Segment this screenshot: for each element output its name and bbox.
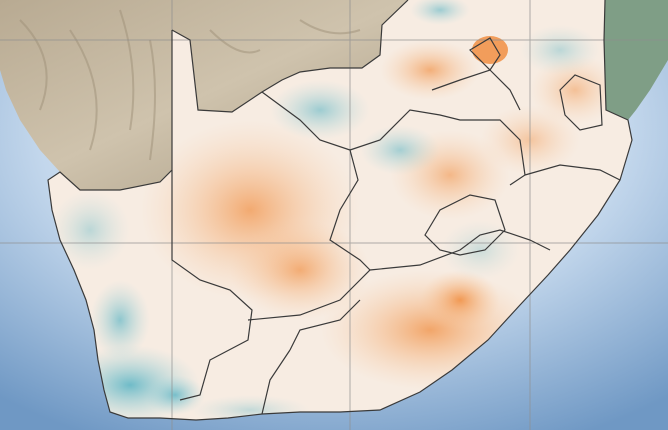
borders [47, 0, 633, 421]
relief-shading [19, 9, 361, 161]
mozambique-land [604, 0, 668, 120]
namibia-relief [0, 0, 408, 190]
